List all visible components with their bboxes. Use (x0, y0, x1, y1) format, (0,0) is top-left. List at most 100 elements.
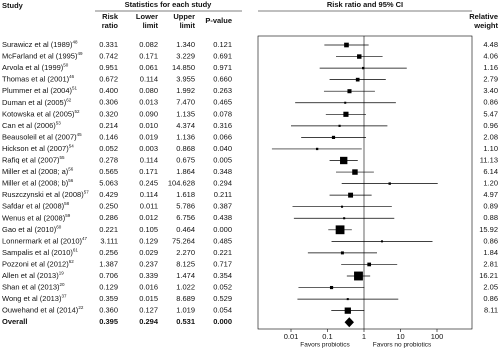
rr-value: 0.146 (99, 132, 118, 141)
lower-value: 0.294 (139, 317, 159, 326)
effect-square (344, 101, 347, 104)
p-value: 0.438 (213, 213, 232, 222)
p-value: 0.316 (213, 121, 232, 130)
study-name: Hickson et al (2007)54 (2, 144, 74, 153)
weight-value: 3.40 (483, 86, 498, 95)
study-name-text: Rafiq et al (2007) (2, 155, 60, 164)
study-name-text: Shan et al (2013) (2, 283, 60, 292)
study-ref: 56 (68, 167, 74, 172)
rr-value: 0.320 (99, 109, 118, 118)
rr-value: 0.359 (99, 294, 118, 303)
p-value: 0.040 (213, 144, 232, 153)
study-name-text: Sampalis et al (2010) (2, 248, 73, 257)
p-value: 0.660 (213, 75, 232, 84)
weight-value: 1.20 (483, 179, 498, 188)
study-ref: 20 (60, 282, 66, 287)
study-ref: 45 (77, 132, 83, 137)
study-name-text: Pozzoni et al (2012) (2, 259, 69, 268)
study-name: Ruszczynski et al (2008)57 (2, 190, 89, 199)
weight-value: 2.81 (483, 259, 498, 268)
study-name-text: Kotowska et al (2005) (2, 109, 75, 118)
p-value: 0.078 (213, 109, 232, 118)
lower-value: 0.114 (140, 155, 158, 164)
effect-square (348, 192, 354, 198)
upper-value: 1.022 (176, 283, 195, 292)
study-ref: 47 (82, 236, 88, 241)
weight-value: 0.96 (483, 121, 498, 130)
study-ref: 53 (56, 121, 62, 126)
upper-header: limit (180, 21, 196, 30)
study-name-text: Plummer et al (2004) (2, 86, 73, 95)
weight-value: 0.86 (483, 236, 498, 245)
upper-value: 6.756 (176, 213, 195, 222)
study-ref: 54 (69, 144, 75, 149)
plot-frame (257, 35, 473, 330)
study-name-text: Surawicz et al (1989) (2, 40, 73, 49)
study-name: Arvola et al (1999)50 (2, 63, 69, 72)
weight-value: 4.48 (483, 40, 498, 49)
study-name-text: Thomas et al (2001) (2, 75, 70, 84)
p-value: 0.263 (213, 86, 232, 95)
effect-square (343, 217, 346, 220)
effect-square (344, 307, 351, 314)
effect-square (347, 89, 352, 94)
study-name-text: Lonnermark et al (2010) (2, 236, 83, 245)
lower-value: 0.016 (139, 283, 158, 292)
study-ref: 62 (66, 97, 72, 102)
rr-value: 0.951 (99, 63, 118, 72)
study-name: Thomas et al (2001)46 (2, 74, 75, 83)
weight-value: 4.06 (483, 52, 498, 61)
study-name: Can et al (2006)53 (2, 121, 61, 130)
p-value: 0.066 (213, 132, 232, 141)
study-name-text: McFarland et al (1995) (2, 52, 78, 61)
study-name: Miller et al (2008; a)56 (2, 167, 74, 176)
study-ref: 22 (78, 305, 84, 310)
study-name: Wenus et al (2008)59 (2, 213, 71, 222)
lower-value: 0.010 (139, 121, 158, 130)
upper-value: 1.474 (176, 271, 195, 280)
study-ref: 49 (77, 51, 83, 56)
right-label: Favors no probiotics (373, 342, 432, 349)
p-value: 0.971 (213, 63, 232, 72)
p-value: 0.354 (213, 271, 232, 280)
rr-value: 0.672 (99, 75, 118, 84)
study-name: Sampalis et al (2010)61 (2, 248, 78, 257)
effect-square (346, 298, 349, 301)
lower-value: 0.129 (139, 236, 158, 245)
p-value: 0.348 (213, 167, 232, 176)
effect-square (343, 111, 349, 117)
study-name: Duman et al (2005)62 (2, 97, 72, 106)
rr-value: 0.221 (99, 225, 118, 234)
study-ref: 60 (56, 224, 62, 229)
lower-value: 0.114 (140, 75, 158, 84)
weight-value: 5.47 (483, 109, 498, 118)
p-value: 0.221 (213, 248, 232, 257)
lower-value: 0.127 (139, 306, 158, 315)
study-name-text: Wenus et al (2008) (2, 213, 66, 222)
effect-square (355, 77, 360, 82)
study-name: Gao et al (2010)60 (2, 224, 62, 233)
upper-value: 1.992 (176, 86, 195, 95)
study-name: Miller et al (2008; b)56 (2, 178, 74, 187)
effect-square (315, 147, 319, 151)
lower-value: 0.011 (140, 202, 158, 211)
study-name: Surawicz et al (1989)48 (2, 40, 78, 49)
lower-value: 0.171 (139, 167, 158, 176)
study-name: Overall (2, 317, 27, 326)
upper-value: 3.955 (176, 75, 195, 84)
study-ref: 50 (63, 63, 69, 68)
rr-value: 0.429 (99, 190, 118, 199)
lower-value: 0.015 (139, 294, 158, 303)
lower-value: 0.019 (139, 132, 158, 141)
lower-value: 0.012 (139, 213, 158, 222)
p-value: 0.000 (213, 317, 232, 326)
effect-square (357, 54, 362, 59)
study-name-text: Safdar et al (2008) (2, 202, 65, 211)
upper-value: 2.270 (176, 248, 195, 257)
upper-value: 1.864 (176, 167, 195, 176)
study-name-text: Gao et al (2010) (2, 225, 57, 234)
weight-value: 1.10 (483, 144, 498, 153)
upper-value: 1.135 (176, 109, 195, 118)
study-name: Rafiq et al (2007)55 (2, 155, 65, 164)
weight-value: 1.16 (483, 63, 498, 72)
